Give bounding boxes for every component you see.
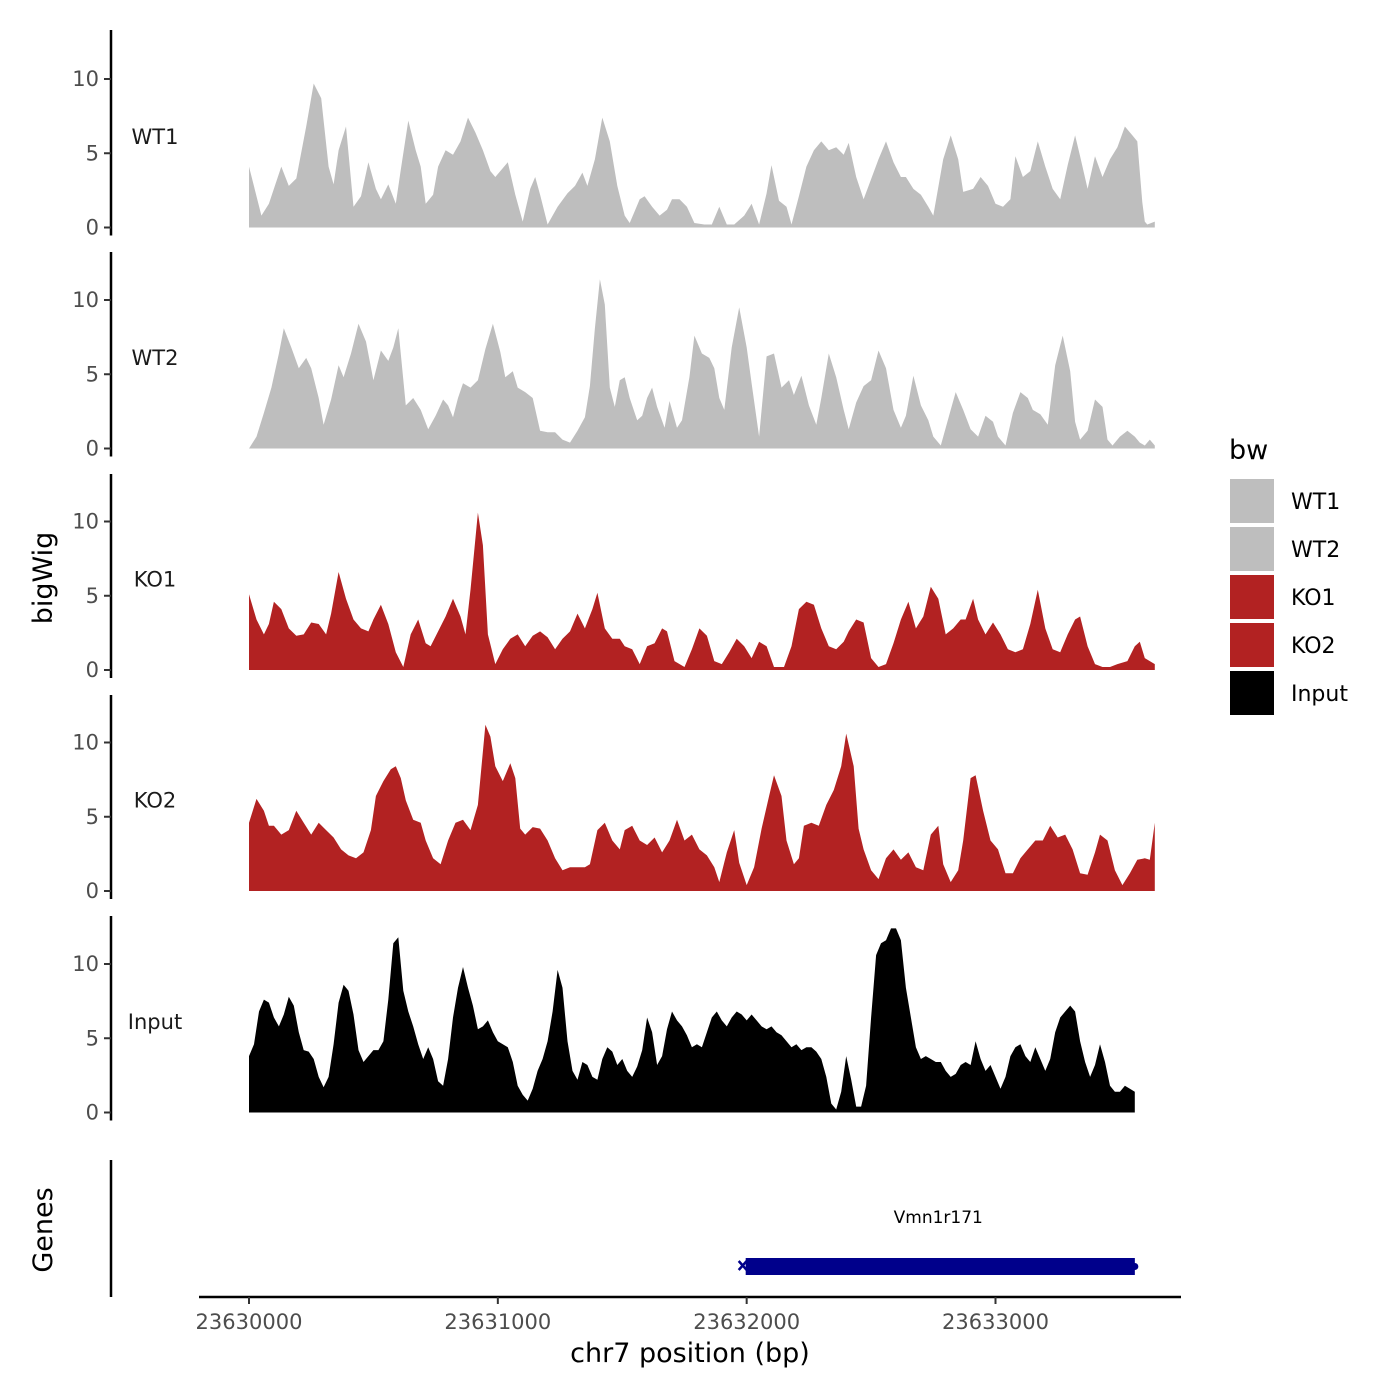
- genes-axis-title: Genes: [28, 1187, 59, 1272]
- y-tick-label: 5: [86, 362, 99, 386]
- legend-label: Input: [1291, 682, 1348, 707]
- y-tick-label: 0: [86, 1101, 99, 1125]
- gene-body: [745, 1258, 1135, 1275]
- track-label: WT2: [132, 346, 179, 370]
- legend-swatch-input: [1230, 671, 1274, 715]
- y-tick-label: 10: [72, 67, 99, 91]
- legend-label: KO1: [1291, 586, 1336, 611]
- y-tick-label: 5: [86, 584, 99, 608]
- legend-swatch-wt1: [1230, 479, 1274, 523]
- track-ko1: 0 5 10 KO1: [72, 474, 1155, 682]
- track-wt1: 0 5 10 WT1: [72, 30, 1155, 240]
- legend-label: WT1: [1291, 490, 1340, 515]
- track-label: Input: [128, 1010, 182, 1034]
- track-input: 0 5 10 Input: [72, 916, 1135, 1125]
- track-ko2: 0 5 10 KO2: [72, 695, 1155, 903]
- gene-panel: Vmn1r171: [109, 1160, 1139, 1297]
- x-axis: 23630000 23631000 23632000 23633000: [196, 1295, 1181, 1334]
- x-tick-label: 23632000: [693, 1310, 800, 1334]
- y-tick-label: 10: [72, 288, 99, 312]
- legend: bw WT1 WT2 KO1 KO2 Input: [1229, 435, 1348, 715]
- y-tick-label: 0: [86, 216, 99, 240]
- signal-tracks: 0 5 10 WT1 0 5 10 WT2 0 5 10 KO1 0 5 10 KO2 0 5 10 Input: [72, 30, 1155, 1125]
- track-label: KO2: [134, 788, 177, 812]
- y-axis-title: bigWig: [28, 532, 59, 625]
- gene-end-cap: [1131, 1263, 1139, 1270]
- gene-label: Vmn1r171: [894, 1208, 983, 1228]
- legend-label: KO2: [1291, 634, 1336, 659]
- x-tick-label: 23631000: [444, 1310, 551, 1334]
- legend-label: WT2: [1291, 538, 1340, 563]
- gene-strand-icon: [737, 1260, 748, 1271]
- x-tick-label: 23633000: [942, 1310, 1049, 1334]
- legend-swatch-ko2: [1230, 623, 1274, 667]
- signal-area-ko1: [249, 512, 1155, 670]
- y-tick-label: 0: [86, 658, 99, 682]
- track-wt2: 0 5 10 WT2: [72, 252, 1155, 461]
- y-tick-label: 5: [86, 1026, 99, 1050]
- signal-area-ko2: [249, 724, 1155, 891]
- y-tick-label: 5: [86, 141, 99, 165]
- signal-area-wt1: [249, 83, 1155, 228]
- track-label: KO1: [134, 567, 177, 591]
- track-label: WT1: [132, 125, 179, 149]
- legend-swatch-wt2: [1230, 527, 1274, 571]
- x-axis-title: chr7 position (bp): [570, 1338, 810, 1369]
- x-tick-label: 23630000: [196, 1310, 303, 1334]
- y-tick-label: 10: [72, 510, 99, 534]
- signal-area-input: [249, 928, 1135, 1113]
- legend-title: bw: [1229, 435, 1268, 466]
- signal-area-wt2: [249, 279, 1155, 449]
- y-tick-label: 10: [72, 952, 99, 976]
- y-tick-label: 0: [86, 437, 99, 461]
- y-tick-label: 0: [86, 879, 99, 903]
- y-tick-label: 10: [72, 731, 99, 755]
- y-tick-label: 5: [86, 805, 99, 829]
- legend-swatch-ko1: [1230, 575, 1274, 619]
